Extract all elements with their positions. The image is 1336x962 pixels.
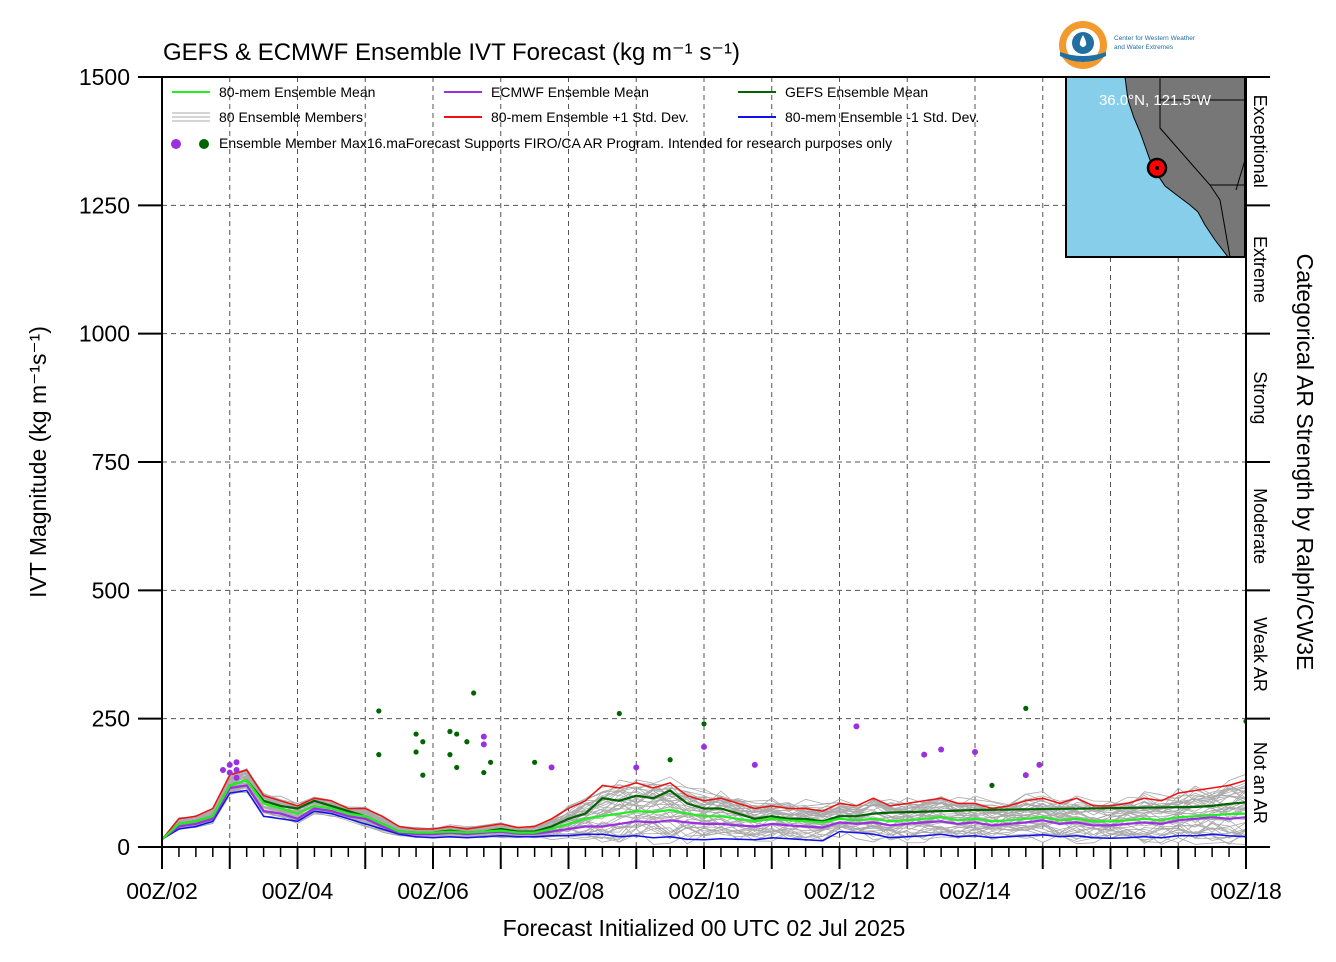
max-point-ecmwf [938,746,945,753]
legend-swatch-max-ecmwf [171,139,181,149]
y-tick-label: 250 [92,706,130,732]
max-point-ecmwf [226,761,233,768]
max-point-ecmwf [972,749,978,756]
legend-label-ensemble-mean: 80-mem Ensemble Mean [219,84,375,100]
category-label: Moderate [1250,488,1270,564]
series-line-80-mem-ensemble-mean [162,779,1246,841]
max-point-gefs [454,764,460,771]
max-point-gefs [481,769,487,776]
max-point-gefs [701,721,707,727]
y-axis-label: IVT Magnitude (kg m⁻¹s⁻¹) [25,326,51,598]
x-tick-label: 00Z/16 [1075,878,1147,904]
max-point-gefs [413,749,419,755]
max-point-ecmwf [1036,761,1043,768]
max-point-gefs [447,728,453,735]
max-point-ecmwf [701,743,707,750]
logo-line-2: and Water Extremes [1114,44,1174,51]
max-point-gefs [989,782,995,789]
max-point-ecmwf [233,759,240,766]
inset-frame [1065,76,1246,258]
legend-label-gefs-mean: GEFS Ensemble Mean [785,84,928,100]
max-point-gefs [532,759,538,765]
y-axis: 0 250 500 750 1000 1250 1500 [79,64,162,860]
legend: 80-mem Ensemble Mean 80 Ensemble Members… [171,84,979,151]
max-point-gefs [667,757,673,763]
legend-label-plus-std: 80-mem Ensemble +1 Std. Dev. [491,109,689,125]
y-tick-label: 750 [92,449,130,475]
chart-title: GEFS & ECMWF Ensemble IVT Forecast (kg m… [163,39,740,66]
category-label: Not an AR [1250,742,1270,824]
max-point-gefs [413,731,419,737]
legend-swatch-members [172,112,210,122]
ensemble-max-points [219,690,1246,789]
category-axis: Not an AR Weak AR Moderate Strong Extreme Exc… [1246,76,1270,848]
y-tick-label: 1250 [79,192,130,218]
y-tick-label: 1500 [79,64,130,90]
y-tick-label: 0 [117,834,130,860]
logo-line-1: Center for Western Weather [1114,35,1196,42]
location-marker-center [1155,166,1159,170]
inset-location-label: 36.0°N, 121.5°W [1099,92,1212,109]
max-point-ecmwf [751,761,758,768]
max-point-ecmwf [548,764,555,771]
max-point-ecmwf [226,769,233,776]
x-tick-label: 00Z/12 [804,878,876,904]
max-point-ecmwf [921,751,928,758]
max-point-ecmwf [633,764,640,771]
legend-swatch-max-gefs [199,139,209,149]
x-axis-label: Forecast Initialized 00 UTC 02 Jul 2025 [503,915,906,941]
grid-lines [162,77,1246,847]
max-point-gefs [376,752,382,758]
max-point-ecmwf [853,723,860,730]
series-line-gefs-ensemble-mean [162,779,1246,841]
legend-label-minus-std: 80-mem Ensemble -1 Std. Dev. [785,109,979,125]
category-label: Weak AR [1250,617,1270,692]
max-point-gefs [420,772,426,778]
series-line-ecmwf-ensemble-mean [162,784,1246,841]
legend-label-members: 80 Ensemble Members [219,109,363,125]
y-tick-label: 1000 [79,321,130,347]
x-tick-label: 00Z/18 [1210,878,1282,904]
series-line-80-mem-ensemble-1-std-dev- [162,789,1246,842]
x-tick-label: 00Z/02 [126,878,198,904]
max-point-gefs [471,690,477,696]
max-point-ecmwf [480,741,487,748]
category-label: Strong [1250,371,1270,424]
max-point-ecmwf [480,733,487,740]
max-point-gefs [1023,705,1029,712]
legend-label-ecmwf-mean: ECMWF Ensemble Mean [491,84,649,100]
max-point-gefs [420,739,426,745]
x-tick-label: 00Z/08 [533,878,605,904]
x-axis: 00Z/02 00Z/04 00Z/06 00Z/08 00Z/10 00Z/12 00Z/… [126,847,1282,904]
right-axis-label: Categorical AR Strength by Ralph/CW3E [1292,254,1318,671]
x-tick-label: 00Z/04 [262,878,334,904]
max-point-gefs [616,710,622,717]
x-tick-label: 00Z/06 [397,878,469,904]
inset-land [1124,77,1245,257]
max-point-gefs [376,708,382,714]
category-label: Exceptional [1250,95,1270,188]
x-tick-label: 00Z/14 [939,878,1011,904]
location-inset-map: 36.0°N, 121.5°W [1065,76,1246,258]
ensemble-member-line [162,783,1246,840]
max-point-gefs [454,731,460,737]
max-point-gefs [487,759,494,765]
series-lines [162,769,1246,842]
max-point-ecmwf [233,774,240,781]
x-tick-label: 00Z/10 [668,878,740,904]
series-line-80-mem-ensemble-1-std-dev- [162,769,1246,840]
max-point-ecmwf [219,767,226,773]
category-label: Extreme [1250,236,1270,303]
max-point-gefs [464,739,470,745]
max-point-ecmwf [1022,772,1029,779]
max-point-ecmwf [233,767,240,773]
max-point-gefs [447,752,453,758]
cw3e-logo: Center for Western Weather and Water Ext… [1059,21,1196,69]
y-tick-label: 500 [92,577,130,603]
inset-state-borders [1159,77,1245,257]
legend-label-max: Ensemble Member Max16.maForecast Support… [219,135,892,151]
